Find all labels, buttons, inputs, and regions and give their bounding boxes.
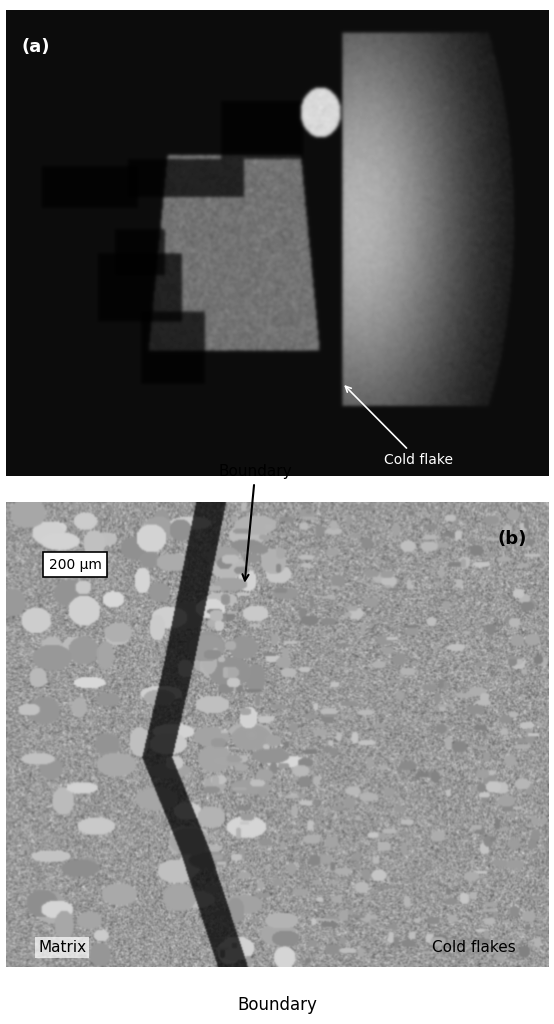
Text: 200 μm: 200 μm [49,558,102,571]
Text: (a): (a) [22,38,50,56]
Text: Cold flakes: Cold flakes [432,940,516,954]
Text: Boundary: Boundary [218,465,292,581]
Text: Matrix: Matrix [38,940,86,954]
Text: Cold flake: Cold flake [345,386,453,467]
Text: Boundary: Boundary [237,995,317,1014]
Text: (b): (b) [497,529,527,548]
